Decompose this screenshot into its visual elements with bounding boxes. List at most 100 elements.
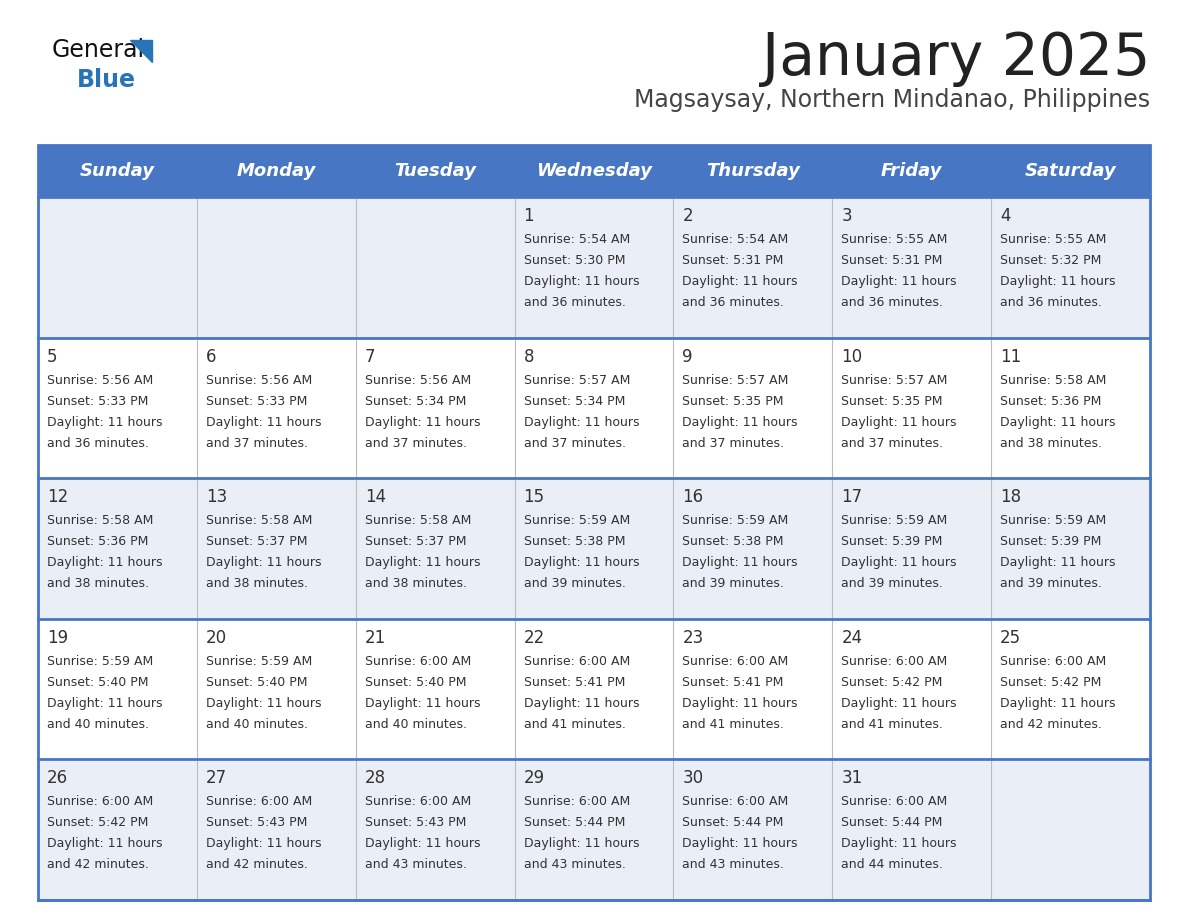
Text: and 37 minutes.: and 37 minutes. <box>682 437 784 450</box>
Text: 27: 27 <box>206 769 227 788</box>
Text: Daylight: 11 hours: Daylight: 11 hours <box>1000 416 1116 429</box>
Text: 18: 18 <box>1000 488 1022 506</box>
Text: Thursday: Thursday <box>706 162 800 180</box>
Text: 4: 4 <box>1000 207 1011 225</box>
Text: Sunrise: 5:58 AM: Sunrise: 5:58 AM <box>48 514 153 527</box>
Text: Sunrise: 6:00 AM: Sunrise: 6:00 AM <box>841 795 948 809</box>
Text: Sunset: 5:41 PM: Sunset: 5:41 PM <box>682 676 784 688</box>
Text: and 41 minutes.: and 41 minutes. <box>682 718 784 731</box>
Text: Sunset: 5:40 PM: Sunset: 5:40 PM <box>48 676 148 688</box>
Bar <box>38 145 1150 197</box>
Text: Sunset: 5:38 PM: Sunset: 5:38 PM <box>524 535 625 548</box>
Text: Sunset: 5:42 PM: Sunset: 5:42 PM <box>1000 676 1101 688</box>
Text: and 36 minutes.: and 36 minutes. <box>524 296 625 309</box>
Text: 23: 23 <box>682 629 703 647</box>
Text: Sunrise: 5:58 AM: Sunrise: 5:58 AM <box>206 514 312 527</box>
Text: and 36 minutes.: and 36 minutes. <box>1000 296 1102 309</box>
Text: and 38 minutes.: and 38 minutes. <box>48 577 148 590</box>
Text: Daylight: 11 hours: Daylight: 11 hours <box>365 697 480 710</box>
Text: Sunset: 5:43 PM: Sunset: 5:43 PM <box>365 816 466 829</box>
Text: Sunset: 5:32 PM: Sunset: 5:32 PM <box>1000 254 1101 267</box>
Text: Sunrise: 6:00 AM: Sunrise: 6:00 AM <box>841 655 948 667</box>
Text: Sunday: Sunday <box>80 162 154 180</box>
Text: and 40 minutes.: and 40 minutes. <box>365 718 467 731</box>
Text: and 43 minutes.: and 43 minutes. <box>682 858 784 871</box>
Text: Sunrise: 5:57 AM: Sunrise: 5:57 AM <box>841 374 948 386</box>
Text: Daylight: 11 hours: Daylight: 11 hours <box>206 416 322 429</box>
Text: Magsaysay, Northern Mindanao, Philippines: Magsaysay, Northern Mindanao, Philippine… <box>634 88 1150 112</box>
Text: Daylight: 11 hours: Daylight: 11 hours <box>1000 275 1116 288</box>
Text: Daylight: 11 hours: Daylight: 11 hours <box>524 556 639 569</box>
Text: and 43 minutes.: and 43 minutes. <box>524 858 625 871</box>
Text: Friday: Friday <box>881 162 942 180</box>
Text: Sunset: 5:33 PM: Sunset: 5:33 PM <box>48 395 148 408</box>
Text: and 37 minutes.: and 37 minutes. <box>206 437 308 450</box>
Text: Sunrise: 6:00 AM: Sunrise: 6:00 AM <box>682 655 789 667</box>
Text: 13: 13 <box>206 488 227 506</box>
Text: Sunrise: 5:59 AM: Sunrise: 5:59 AM <box>48 655 153 667</box>
Text: Daylight: 11 hours: Daylight: 11 hours <box>48 837 163 850</box>
Text: 29: 29 <box>524 769 544 788</box>
Text: and 36 minutes.: and 36 minutes. <box>841 296 943 309</box>
Text: Sunrise: 5:58 AM: Sunrise: 5:58 AM <box>365 514 472 527</box>
Text: Wednesday: Wednesday <box>536 162 652 180</box>
Text: Sunset: 5:44 PM: Sunset: 5:44 PM <box>524 816 625 829</box>
Text: 6: 6 <box>206 348 216 365</box>
Text: Sunrise: 5:57 AM: Sunrise: 5:57 AM <box>682 374 789 386</box>
Text: Sunset: 5:31 PM: Sunset: 5:31 PM <box>841 254 942 267</box>
Text: Sunset: 5:43 PM: Sunset: 5:43 PM <box>206 816 308 829</box>
Text: Sunset: 5:34 PM: Sunset: 5:34 PM <box>365 395 466 408</box>
Text: 7: 7 <box>365 348 375 365</box>
Text: Sunrise: 5:59 AM: Sunrise: 5:59 AM <box>841 514 948 527</box>
Text: Sunset: 5:39 PM: Sunset: 5:39 PM <box>1000 535 1101 548</box>
Text: Sunrise: 6:00 AM: Sunrise: 6:00 AM <box>524 655 630 667</box>
Text: 21: 21 <box>365 629 386 647</box>
Text: Daylight: 11 hours: Daylight: 11 hours <box>682 697 798 710</box>
Text: and 38 minutes.: and 38 minutes. <box>206 577 308 590</box>
Text: Sunset: 5:33 PM: Sunset: 5:33 PM <box>206 395 308 408</box>
Text: Sunrise: 6:00 AM: Sunrise: 6:00 AM <box>365 655 470 667</box>
Bar <box>38 759 1150 900</box>
Text: Sunrise: 6:00 AM: Sunrise: 6:00 AM <box>1000 655 1106 667</box>
Text: Sunrise: 5:54 AM: Sunrise: 5:54 AM <box>682 233 789 246</box>
Text: Daylight: 11 hours: Daylight: 11 hours <box>365 416 480 429</box>
Text: Tuesday: Tuesday <box>394 162 476 180</box>
Text: 10: 10 <box>841 348 862 365</box>
Text: Daylight: 11 hours: Daylight: 11 hours <box>206 556 322 569</box>
Text: Daylight: 11 hours: Daylight: 11 hours <box>524 697 639 710</box>
Text: and 44 minutes.: and 44 minutes. <box>841 858 943 871</box>
Text: Daylight: 11 hours: Daylight: 11 hours <box>682 556 798 569</box>
Text: Daylight: 11 hours: Daylight: 11 hours <box>682 416 798 429</box>
Text: 22: 22 <box>524 629 545 647</box>
Text: 26: 26 <box>48 769 68 788</box>
Text: Sunrise: 6:00 AM: Sunrise: 6:00 AM <box>365 795 470 809</box>
Text: Daylight: 11 hours: Daylight: 11 hours <box>682 275 798 288</box>
Text: Sunrise: 6:00 AM: Sunrise: 6:00 AM <box>682 795 789 809</box>
Text: Daylight: 11 hours: Daylight: 11 hours <box>524 837 639 850</box>
Text: Sunset: 5:37 PM: Sunset: 5:37 PM <box>365 535 466 548</box>
Text: 12: 12 <box>48 488 68 506</box>
Text: 15: 15 <box>524 488 544 506</box>
Text: and 40 minutes.: and 40 minutes. <box>206 718 308 731</box>
Bar <box>38 619 1150 759</box>
Text: Sunset: 5:40 PM: Sunset: 5:40 PM <box>365 676 466 688</box>
Text: 28: 28 <box>365 769 386 788</box>
Text: Daylight: 11 hours: Daylight: 11 hours <box>841 275 956 288</box>
Text: Sunrise: 5:56 AM: Sunrise: 5:56 AM <box>206 374 312 386</box>
Text: 17: 17 <box>841 488 862 506</box>
Text: Daylight: 11 hours: Daylight: 11 hours <box>48 697 163 710</box>
Text: and 39 minutes.: and 39 minutes. <box>524 577 625 590</box>
Text: Sunrise: 5:55 AM: Sunrise: 5:55 AM <box>1000 233 1106 246</box>
Text: Blue: Blue <box>77 68 135 92</box>
Text: Sunrise: 6:00 AM: Sunrise: 6:00 AM <box>206 795 312 809</box>
Text: and 41 minutes.: and 41 minutes. <box>524 718 625 731</box>
Text: Daylight: 11 hours: Daylight: 11 hours <box>524 275 639 288</box>
Text: Sunrise: 5:57 AM: Sunrise: 5:57 AM <box>524 374 630 386</box>
Text: Daylight: 11 hours: Daylight: 11 hours <box>206 837 322 850</box>
Text: and 37 minutes.: and 37 minutes. <box>524 437 626 450</box>
Bar <box>38 197 1150 338</box>
Text: Sunrise: 5:59 AM: Sunrise: 5:59 AM <box>524 514 630 527</box>
Text: Daylight: 11 hours: Daylight: 11 hours <box>841 697 956 710</box>
Text: Sunset: 5:36 PM: Sunset: 5:36 PM <box>1000 395 1101 408</box>
Text: and 41 minutes.: and 41 minutes. <box>841 718 943 731</box>
